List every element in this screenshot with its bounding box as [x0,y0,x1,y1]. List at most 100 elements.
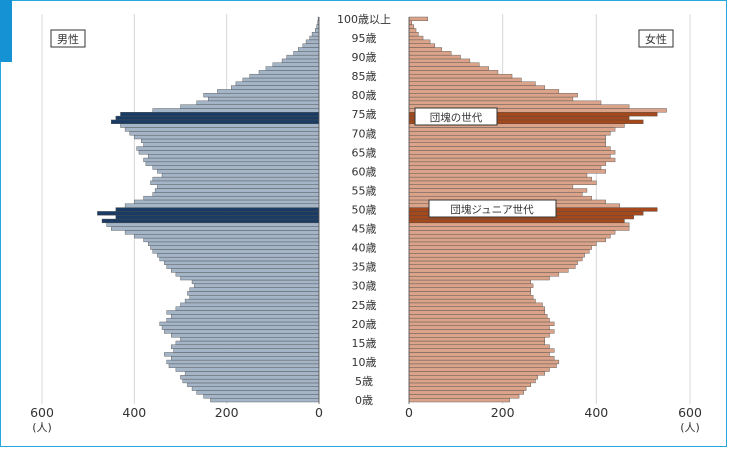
female-bar [408,62,480,67]
male-bar [145,161,320,166]
female-bar [408,371,546,376]
age-tick-label: 85歳 [352,70,377,83]
female-bar [408,245,592,250]
female-bar [408,260,578,265]
male-bar [302,43,320,48]
female-bar [408,344,550,349]
age-tick-label: 25歳 [352,299,377,312]
female-bar [408,54,461,60]
female-bar [408,169,606,174]
female-bar [408,154,611,159]
male-bar [187,382,320,387]
male-bar [164,352,320,357]
age-tick-label: 5歳 [355,375,373,388]
female-panel-label-box: 女性 [638,29,674,48]
female-bar [408,138,606,143]
female-bar [408,264,576,269]
age-tick-label: 70歳 [352,127,377,140]
male-bar [265,66,320,71]
male-bar [101,218,320,224]
male-bar [141,138,320,143]
female-bar [408,298,536,304]
female-bar [408,386,527,391]
male-bar [134,199,320,204]
male-bar [203,93,320,98]
male-bar [115,115,320,121]
age-tick-label: 20歳 [352,318,377,331]
female-bar [408,336,546,342]
male-bar [182,378,320,384]
female-bar [408,378,536,384]
female-bar [408,96,574,102]
x-tick-label-left: 400 [122,405,146,420]
x-tick-label-right: 600 [678,405,702,420]
female-bar [408,81,536,86]
age-tick-label: 80歳 [352,89,377,102]
male-bar [203,394,320,399]
age-tick-label: 15歳 [352,337,377,350]
male-bar [191,279,320,285]
female-bar [408,134,606,140]
male-bar [171,356,320,361]
female-bar [408,397,510,403]
male-bar [315,28,320,33]
age-tick-label: 100歳以上 [337,13,391,26]
female-bar [408,73,513,79]
male-bar [184,298,320,304]
male-bar [180,104,320,109]
age-tick-label: 45歳 [352,223,377,236]
male-bar [157,253,320,258]
female-bar [408,150,616,155]
female-bar [408,28,417,33]
male-bar [189,295,320,300]
male-bar [305,39,320,44]
male-bar [175,367,320,372]
junior-boomer-label: 団塊ジュニア世代 [450,203,534,216]
male-bar [281,58,320,63]
female-bar [408,268,569,273]
female-bar [408,340,546,346]
female-bar [408,283,534,288]
male-bar [196,390,320,395]
female-bar [408,39,431,44]
male-bar [293,51,320,56]
age-tick-label: 55歳 [352,184,377,197]
x-tick-label-left: 200 [215,405,239,420]
male-bar [152,108,320,113]
female-bar [408,321,555,326]
male-bar [272,62,320,67]
female-bar [408,127,616,132]
male-bar [124,203,320,208]
male-bar [97,211,320,216]
female-bar [408,375,538,380]
male-bar [124,127,320,132]
male-bar [147,241,320,246]
male-bar [159,321,320,326]
male-bar [115,215,320,220]
x-unit-left: (人) [32,421,52,434]
male-bar [175,340,320,346]
male-bar [111,226,320,231]
male-bar [242,77,320,83]
corner-accent [0,0,12,62]
female-bar [408,93,578,98]
female-bar [408,218,625,224]
female-bar [408,230,616,235]
female-bar [408,367,550,372]
male-bar [143,237,320,243]
age-tick-label: 60歳 [352,165,377,178]
male-bar [124,230,320,235]
male-bar [175,306,320,311]
male-bar [168,363,320,368]
male-bar [138,150,320,155]
female-bar [408,363,557,368]
female-bar [408,352,550,357]
female-bar [408,58,471,63]
female-bar [408,253,585,258]
male-bar [171,314,320,319]
male-bar [171,268,320,273]
female-bar [408,356,555,361]
male-bar [143,195,320,201]
age-tick-label: 40歳 [352,242,377,255]
